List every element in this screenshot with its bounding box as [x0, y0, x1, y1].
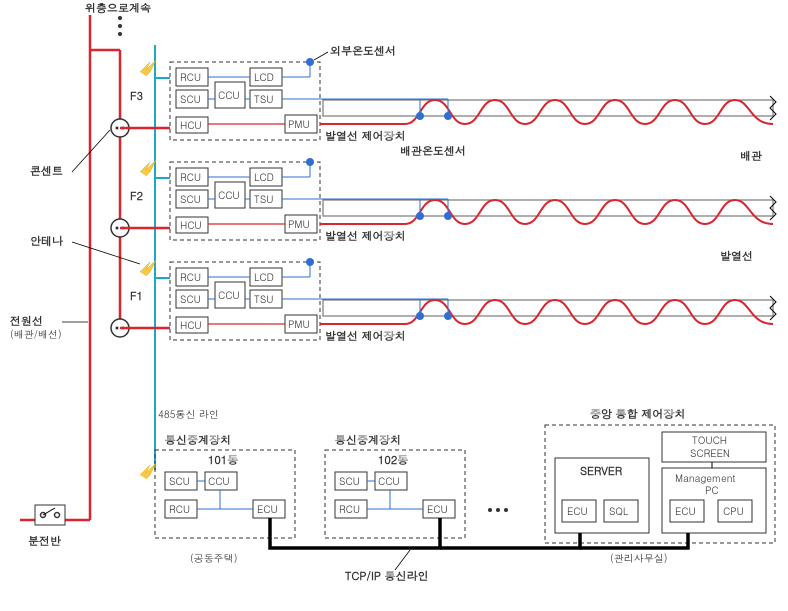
- heating-ctrl-f3: 발열선 제어장치: [325, 129, 406, 144]
- floor-id-f3: F3: [130, 89, 143, 104]
- floor-f2: F2 RCU SCU CCU HCU LCD TSU PMU 발열선 제어장치: [111, 158, 776, 244]
- pipe-sensor2-f3: [444, 112, 452, 120]
- ext-sensor-f3: [306, 58, 314, 66]
- label-relay-102: 통신중계장치: [335, 433, 401, 448]
- label-ext-sensor: 외부온도센서: [330, 44, 396, 59]
- leader-ext-sensor: [314, 52, 328, 60]
- label-office: (관리사무실): [610, 551, 668, 565]
- svg-text:TSU: TSU: [254, 292, 273, 306]
- scu-label: SCU: [180, 92, 201, 106]
- svg-text:SCU: SCU: [180, 192, 201, 206]
- svg-text:CCU: CCU: [218, 188, 240, 202]
- svg-text:RCU: RCU: [339, 502, 360, 516]
- svg-text:발열선 제어장치: 발열선 제어장치: [325, 329, 406, 344]
- svg-text:LCD: LCD: [254, 270, 274, 284]
- svg-text:ECU: ECU: [257, 502, 278, 516]
- svg-text:CCU: CCU: [218, 288, 240, 302]
- svg-text:HCU: HCU: [180, 318, 202, 332]
- svg-text:RCU: RCU: [169, 502, 190, 516]
- floor-f1: F1 RCU SCU CCU HCU LCD TSU PMU 발열선 제어장치: [111, 258, 776, 344]
- tcpip-line-2: [440, 533, 580, 548]
- label-central: 중앙 통합 제어장치: [590, 407, 685, 422]
- label-top: 위층으로계속: [85, 1, 151, 16]
- lcd-label: LCD: [254, 70, 274, 84]
- svg-text:PMU: PMU: [288, 217, 310, 231]
- label-pipe-sensor: 배관온도센서: [400, 144, 466, 159]
- svg-text:SCU: SCU: [339, 474, 360, 488]
- label-102: 102동: [378, 453, 408, 468]
- label-antenna: 안테나: [30, 234, 63, 249]
- rcu-label: RCU: [180, 70, 201, 84]
- svg-text:CCU: CCU: [378, 474, 400, 488]
- label-pipe: 배관: [740, 149, 762, 164]
- svg-text:PMU: PMU: [288, 317, 310, 331]
- wireless-icon-f3: [140, 60, 156, 76]
- svg-text:TSU: TSU: [254, 192, 273, 206]
- label-heatwire: 발열선: [720, 249, 753, 264]
- wireless-icon-relay1: [140, 463, 156, 479]
- tsu-label: TSU: [254, 92, 273, 106]
- pipe-sensor1-f3: [416, 112, 424, 120]
- label-outlet: 콘센트: [30, 164, 63, 179]
- floor-f3: F3 RCU SCU CCU HCU LCD TSU PMU 발열선 제어장치: [111, 58, 776, 144]
- svg-text:발열선 제어장치: 발열선 제어장치: [325, 229, 406, 244]
- hcu-label: HCU: [180, 118, 202, 132]
- leader-tcpip: [395, 550, 410, 570]
- svg-text:LCD: LCD: [254, 170, 274, 184]
- server-label: SERVER: [580, 464, 622, 479]
- label-tcpip: TCP/IP 통신라인: [345, 569, 429, 584]
- label-relay-101: 통신중계장치: [165, 433, 231, 448]
- floor-id-f2: F2: [130, 189, 143, 204]
- dots-continue: [118, 16, 122, 20]
- svg-text:HCU: HCU: [180, 218, 202, 232]
- dots-continue: [118, 32, 122, 36]
- svg-text:CPU: CPU: [723, 504, 744, 518]
- svg-text:RCU: RCU: [180, 270, 201, 284]
- label-dist-panel: 분전반: [28, 534, 61, 549]
- screen-label: SCREEN: [690, 446, 730, 460]
- label-apartment: (공동주택): [190, 551, 238, 565]
- svg-text:SCU: SCU: [169, 474, 190, 488]
- label-101: 101동: [208, 453, 238, 468]
- svg-text:ECU: ECU: [567, 504, 588, 518]
- svg-text:ECU: ECU: [427, 502, 448, 516]
- label-rs485: 485통신 라인: [158, 407, 219, 421]
- pmu-label: PMU: [288, 117, 310, 131]
- touch-label: TOUCH: [692, 433, 727, 447]
- tcpip-line-3: [580, 533, 688, 548]
- svg-text:ECU: ECU: [675, 504, 696, 518]
- ccu-label: CCU: [218, 88, 240, 102]
- svg-text:CCU: CCU: [208, 474, 230, 488]
- wireless-icon-f2: [140, 160, 156, 176]
- leader-antenna: [72, 242, 140, 264]
- svg-text:SCU: SCU: [180, 292, 201, 306]
- floor-id-f1: F1: [130, 289, 143, 304]
- dots-continue: [118, 24, 122, 28]
- svg-text:SQL: SQL: [609, 504, 629, 518]
- pc-label: PC: [705, 483, 719, 497]
- svg-text:RCU: RCU: [180, 170, 201, 184]
- dist-panel-switch: [35, 505, 65, 525]
- wireless-icon-f1: [140, 260, 156, 276]
- label-powerline-sub: (배관/배선): [10, 327, 62, 341]
